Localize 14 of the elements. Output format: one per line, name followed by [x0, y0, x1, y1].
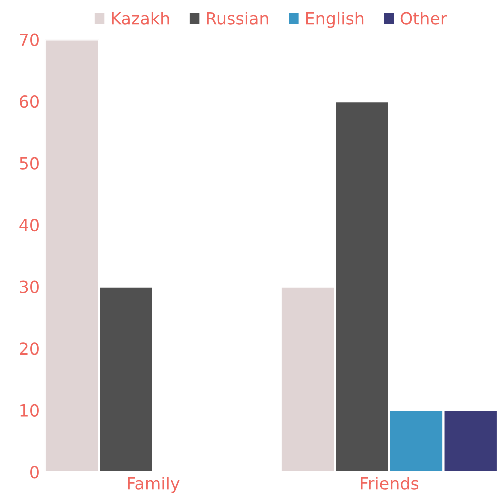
- x-tick-label: Friends: [361, 477, 419, 490]
- y-tick-label: 20: [20, 342, 39, 356]
- x-tick-label: Family: [128, 477, 180, 494]
- legend-label: Other: [400, 12, 448, 25]
- y-tick-label: 50: [20, 157, 39, 170]
- legend-label: Russian: [207, 12, 268, 25]
- legend-label: Kazakh: [112, 12, 170, 25]
- y-tick-label: 60: [20, 95, 39, 108]
- y-tick-label: 10: [20, 404, 39, 417]
- y-tick-label: 40: [20, 219, 39, 232]
- legend-label: English: [306, 12, 364, 28]
- y-tick-label: 30: [20, 280, 39, 294]
- y-tick-label: 0: [30, 466, 39, 479]
- y-tick-label: 70: [20, 34, 39, 46]
